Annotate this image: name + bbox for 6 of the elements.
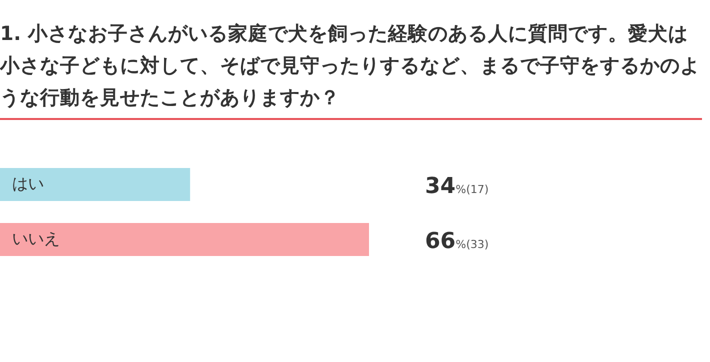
y-tick-label: はい xyxy=(12,174,44,193)
y-tick-label: いいえ xyxy=(12,229,60,248)
bar: いいえ 66%(33) xyxy=(0,223,489,256)
bar: はい 34%(17) xyxy=(0,168,489,201)
data-label: 66%(33) xyxy=(425,229,489,254)
data-label: 34%(17) xyxy=(425,174,489,199)
